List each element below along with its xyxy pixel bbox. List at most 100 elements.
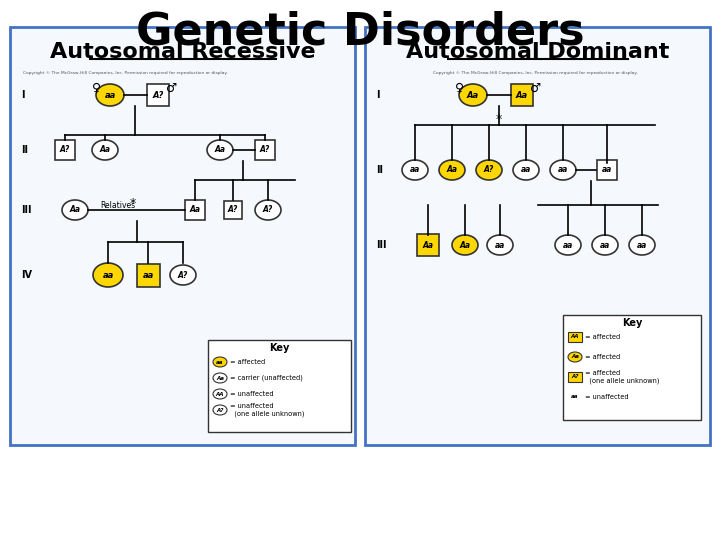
Text: Aa: Aa (423, 240, 433, 249)
Ellipse shape (555, 235, 581, 255)
Text: A?: A? (60, 145, 70, 154)
Text: A?: A? (263, 206, 273, 214)
Text: aa: aa (600, 240, 610, 249)
Bar (568, 332, 582, 342)
Text: = affected
  (one allele unknown): = affected (one allele unknown) (585, 370, 660, 384)
Ellipse shape (62, 200, 88, 220)
Bar (185, 200, 205, 220)
Bar (568, 372, 582, 382)
Ellipse shape (213, 389, 227, 399)
Text: aa: aa (102, 271, 114, 280)
Bar (511, 84, 533, 106)
Text: Genetic Disorders: Genetic Disorders (135, 10, 585, 53)
Ellipse shape (213, 373, 227, 383)
Text: A?: A? (153, 91, 163, 99)
Ellipse shape (92, 140, 118, 160)
Text: Aa: Aa (70, 206, 81, 214)
Ellipse shape (513, 160, 539, 180)
Text: A?: A? (571, 375, 579, 380)
Text: aa: aa (558, 165, 568, 174)
Text: Copyright © The McGraw-Hill Companies, Inc. Permission required for reproduction: Copyright © The McGraw-Hill Companies, I… (23, 71, 228, 75)
Text: Key: Key (622, 318, 642, 328)
Ellipse shape (96, 84, 124, 106)
Text: aa: aa (216, 360, 224, 365)
Bar (137, 264, 160, 287)
Bar (255, 140, 275, 160)
Text: Key: Key (269, 343, 289, 353)
Ellipse shape (402, 160, 428, 180)
Text: I: I (21, 90, 24, 100)
Text: ♀: ♀ (92, 82, 102, 94)
Text: Copyright © The McGraw-Hill Companies, Inc. Permission required for reproduction: Copyright © The McGraw-Hill Companies, I… (433, 71, 638, 75)
Ellipse shape (439, 160, 465, 180)
Ellipse shape (487, 235, 513, 255)
Ellipse shape (550, 160, 576, 180)
Text: Aa: Aa (446, 165, 457, 174)
Text: A?: A? (260, 145, 270, 154)
Text: A?: A? (228, 206, 238, 214)
Text: Aa: Aa (467, 91, 479, 99)
Ellipse shape (476, 160, 502, 180)
Text: Aa: Aa (189, 206, 200, 214)
Text: aa: aa (563, 240, 573, 249)
Text: III: III (376, 240, 387, 250)
Text: Aa: Aa (516, 91, 528, 99)
Bar (208, 340, 351, 432)
Text: = unaffected: = unaffected (585, 394, 629, 400)
Text: ♀: ♀ (456, 82, 464, 94)
Ellipse shape (93, 263, 123, 287)
Text: = affected: = affected (230, 359, 265, 365)
Text: = affected: = affected (585, 334, 620, 340)
Bar (147, 84, 169, 106)
Text: aa: aa (637, 240, 647, 249)
Text: = affected: = affected (585, 354, 620, 360)
Text: aa: aa (571, 395, 579, 400)
Text: *: * (496, 113, 502, 126)
Ellipse shape (213, 357, 227, 367)
Ellipse shape (452, 235, 478, 255)
Text: = unaffected
  (one allele unknown): = unaffected (one allele unknown) (230, 403, 305, 417)
Text: I: I (376, 90, 379, 100)
Ellipse shape (459, 84, 487, 106)
Bar (563, 315, 701, 420)
Text: AA: AA (571, 334, 580, 340)
Text: A?: A? (484, 165, 494, 174)
Text: Autosomal Dominant: Autosomal Dominant (406, 42, 670, 62)
Text: = carrier (unaffected): = carrier (unaffected) (230, 375, 303, 381)
Text: aa: aa (521, 165, 531, 174)
Ellipse shape (629, 235, 655, 255)
Ellipse shape (207, 140, 233, 160)
Text: Aa: Aa (571, 354, 579, 360)
Text: AA: AA (216, 392, 224, 396)
Ellipse shape (170, 265, 196, 285)
Bar (10, 27, 355, 445)
Text: Aa: Aa (215, 145, 225, 154)
Text: II: II (376, 165, 383, 175)
Text: A?: A? (178, 271, 188, 280)
Ellipse shape (213, 405, 227, 415)
Text: aa: aa (143, 271, 153, 280)
Ellipse shape (255, 200, 281, 220)
Text: IV: IV (21, 270, 32, 280)
Text: A?: A? (216, 408, 224, 413)
Text: Aa: Aa (99, 145, 110, 154)
Ellipse shape (568, 352, 582, 362)
Text: Relatives: Relatives (100, 201, 135, 211)
Text: Aa: Aa (216, 375, 224, 381)
Text: *: * (130, 198, 136, 211)
Bar (224, 201, 242, 219)
Text: ♂: ♂ (531, 82, 541, 94)
Text: II: II (21, 145, 28, 155)
Bar (597, 160, 617, 180)
Bar (365, 27, 710, 445)
Text: aa: aa (104, 91, 116, 99)
Text: ♂: ♂ (166, 82, 178, 94)
Text: aa: aa (495, 240, 505, 249)
Ellipse shape (592, 235, 618, 255)
Text: Aa: Aa (459, 240, 470, 249)
Text: aa: aa (410, 165, 420, 174)
Text: = unaffected: = unaffected (230, 391, 274, 397)
Text: aa: aa (602, 165, 612, 174)
Text: Autosomal Recessive: Autosomal Recessive (50, 42, 316, 62)
Bar (417, 234, 439, 256)
